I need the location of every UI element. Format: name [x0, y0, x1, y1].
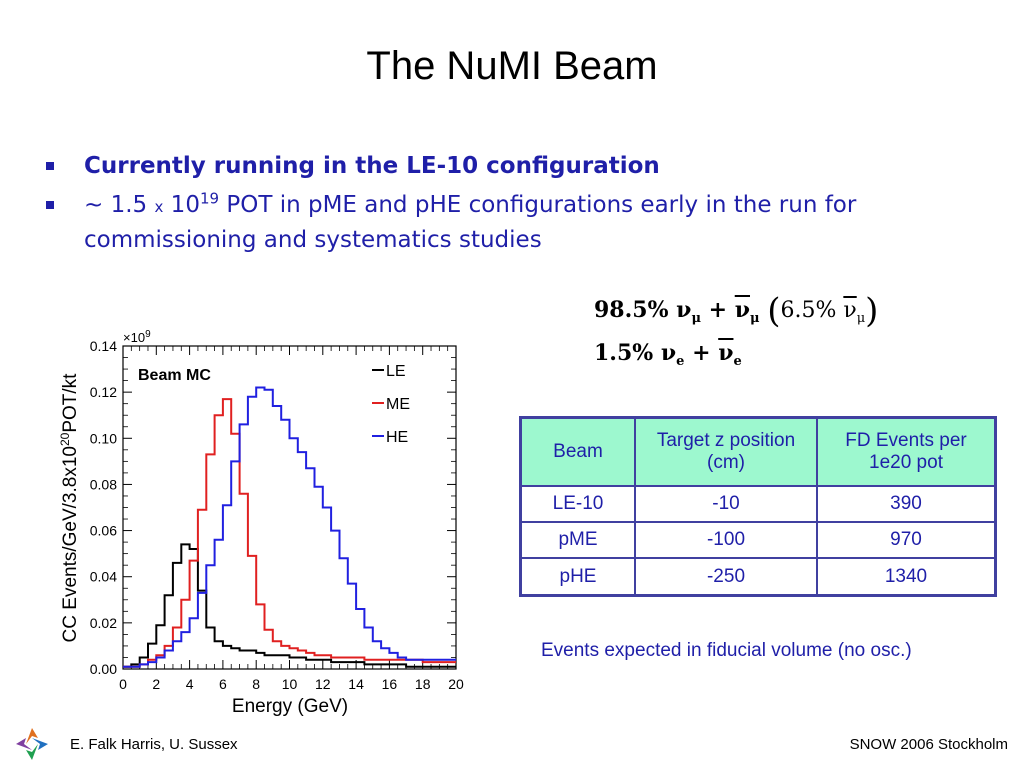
- formula-numu-nubar-mu: μ: [750, 311, 760, 326]
- table-cell: -100: [634, 521, 818, 560]
- formula-numu-plus: +: [708, 297, 728, 323]
- formula-numu-inner-nubar: ν: [843, 298, 857, 323]
- table-row: pME -100 970: [519, 521, 997, 560]
- events-table: Beam Target z position (cm) FD Events pe…: [519, 416, 997, 597]
- table-header-cell: Target z position (cm): [634, 416, 818, 487]
- bullet-pot-times: x: [154, 198, 164, 216]
- table-header-cell: Beam: [519, 416, 636, 487]
- series-line-he: [123, 386, 456, 668]
- formula-nue: 1.5% νe + νe: [594, 340, 742, 369]
- series-group: [123, 386, 456, 668]
- table-cell: 390: [816, 484, 997, 524]
- bullet-pot-exponent: 19: [199, 189, 220, 208]
- chart-title: Beam MC: [138, 367, 211, 384]
- y-axis-label-exp: 20: [58, 432, 72, 446]
- table-cell: -250: [634, 557, 818, 597]
- y-axis-label-main: CC Events/GeV/3.8x10: [60, 446, 81, 642]
- table-header-row: Beam Target z position (cm) FD Events pe…: [519, 416, 997, 487]
- bullet-square-icon: [46, 162, 54, 170]
- x-axis-label: Energy (GeV): [232, 696, 348, 717]
- legend-label-le: LE: [386, 363, 406, 380]
- plot-frame: [122, 345, 457, 670]
- chart-legend: LE ME HE: [372, 363, 410, 446]
- formula-numu: 98.5% νμ + νμ (6.5% νμ): [594, 286, 878, 331]
- x-tick-label: 2: [152, 676, 160, 692]
- y-multiplier: ×109: [123, 329, 151, 345]
- energy-spectrum-chart: 0 2 4 6 8 10 12 14 16 18 20 0.00 0.02 0.04 0.06 0.08 0.1…: [58, 329, 464, 717]
- bullet-square-icon: [46, 201, 54, 209]
- table-header-cell: FD Events per 1e20 pot: [816, 416, 997, 487]
- formula-numu-inner-mu: μ: [856, 311, 866, 326]
- table-cell: 1340: [816, 557, 997, 597]
- x-tick-label: 8: [252, 676, 260, 692]
- legend-label-he: HE: [386, 429, 408, 446]
- table-cell: 970: [816, 521, 997, 560]
- y-axis-label: CC Events/GeV/3.8x1020POT/kt: [58, 373, 81, 643]
- x-tick-label: 16: [382, 676, 398, 692]
- formula-numu-paren-open: (: [767, 291, 781, 331]
- table-cell: pHE: [519, 557, 636, 597]
- x-tick-label: 18: [415, 676, 431, 692]
- slide-title: The NuMI Beam: [366, 44, 658, 88]
- formula-numu-paren-close: ): [865, 291, 879, 331]
- formula-nue-e: e: [676, 354, 685, 369]
- y-tick-label: 0.00: [90, 661, 117, 677]
- x-tick-label: 4: [186, 676, 194, 692]
- formula-nue-nubar-e: e: [733, 354, 742, 369]
- series-line-le: [123, 543, 456, 668]
- table-row: LE-10 -10 390: [519, 484, 997, 524]
- bullet-config-text: Currently running in the LE-10 configura…: [84, 153, 660, 179]
- formula-nue-nu: ν: [660, 340, 677, 366]
- formula-numu-nubar: ν: [734, 297, 750, 323]
- x-tick-label: 14: [348, 676, 364, 692]
- formula-nue-nubar: ν: [718, 340, 734, 366]
- y-multiplier-exp: 9: [145, 329, 151, 340]
- y-tick-label: 0.14: [90, 338, 117, 354]
- axis-ticks: 0 2 4 6 8 10 12 14 16 18 20 0.00 0.02 0.04 0.06 0.08 0.1…: [90, 338, 464, 692]
- y-axis-label-tail: POT/kt: [60, 373, 81, 433]
- bullet-pot-base: 10: [163, 192, 200, 218]
- formula-nue-plus: +: [692, 340, 711, 366]
- formula-numu-nu: ν: [676, 297, 692, 323]
- x-tick-label: 10: [282, 676, 298, 692]
- minos-logo-icon: [16, 728, 48, 760]
- table-row: pHE -250 1340: [519, 557, 997, 597]
- series-line-me: [123, 398, 456, 668]
- formula-nue-pct: 1.5%: [594, 340, 654, 366]
- bullet-item-pot: ~ 1.5 x 1019 POT in pME and pHE configur…: [46, 189, 966, 257]
- bullet-list: Currently running in the LE-10 configura…: [46, 150, 966, 263]
- table-cell: pME: [519, 521, 636, 560]
- x-tick-label: 20: [448, 676, 464, 692]
- bullet-pot-prefix: ~ 1.5: [84, 192, 155, 218]
- y-tick-label: 0.12: [90, 384, 117, 400]
- footer-author: E. Falk Harris, U. Sussex: [70, 736, 238, 753]
- formula-numu-mu: μ: [691, 311, 701, 326]
- formula-numu-pct: 98.5%: [594, 297, 669, 323]
- formula-numu-inner-pct: 6.5%: [780, 298, 844, 323]
- x-tick-label: 12: [315, 676, 331, 692]
- x-tick-label: 0: [119, 676, 127, 692]
- bullet-pot-rest: POT in pME and pHE configurations early …: [84, 192, 857, 253]
- y-tick-label: 0.06: [90, 523, 117, 539]
- y-tick-label: 0.02: [90, 615, 117, 631]
- y-tick-label: 0.04: [90, 569, 117, 585]
- table-cell: LE-10: [519, 484, 636, 524]
- table-cell: -10: [634, 484, 818, 524]
- y-tick-label: 0.10: [90, 430, 117, 446]
- table-caption: Events expected in fiducial volume (no o…: [541, 640, 912, 661]
- x-tick-label: 6: [219, 676, 227, 692]
- footer-conference: SNOW 2006 Stockholm: [849, 736, 1008, 753]
- y-tick-label: 0.08: [90, 476, 117, 492]
- legend-label-me: ME: [386, 396, 410, 413]
- y-multiplier-base: ×10: [123, 330, 145, 345]
- bullet-item-config: Currently running in the LE-10 configura…: [46, 150, 966, 183]
